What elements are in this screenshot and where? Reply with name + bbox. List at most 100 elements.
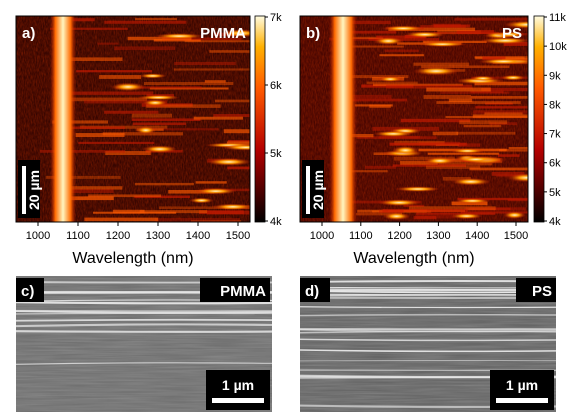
- x-axis-a-tick-label: 1200: [106, 230, 130, 242]
- heatmap-b-streak: [456, 132, 515, 135]
- heatmap-b-streak: [475, 106, 543, 108]
- heatmap-a-streak: [207, 211, 253, 215]
- scale-bar-d-label: 1 µm: [506, 377, 538, 393]
- heatmap-b-streak: [426, 166, 480, 169]
- colorbar-b-tick-label: 4k: [549, 216, 561, 228]
- colorbar-b-tick-label: 11k: [549, 12, 566, 24]
- heatmap-b-hotspot: [379, 76, 402, 81]
- heatmap-b-hotspot: [501, 75, 525, 81]
- colorbar-b: [534, 16, 544, 222]
- colorbar-b-tick-label: 5k: [549, 187, 561, 199]
- heatmap-b-hotspot: [450, 148, 485, 153]
- heatmap-a-streak: [215, 100, 260, 103]
- colorbar-b-tick-label: 9k: [549, 70, 561, 82]
- heatmap-b-streak: [498, 154, 520, 157]
- heatmap-b-hotspot: [382, 25, 424, 31]
- colorbar-b-tick-label: 6k: [549, 158, 561, 170]
- x-axis-b-tick-label: 1100: [349, 230, 373, 242]
- colorbar-b-tick-label: 8k: [549, 99, 561, 111]
- x-axis-b-label: Wavelength (nm): [353, 250, 474, 267]
- panel-c-material: PMMA: [220, 283, 266, 300]
- heatmap-a-streak: [104, 21, 186, 24]
- scale-bar-b-label: 20 µm: [310, 170, 326, 210]
- heatmap-b-streak: [464, 125, 502, 127]
- heatmap-b-streak: [426, 88, 490, 92]
- colorbar-a: [255, 16, 265, 222]
- colorbar-a-tick-label: 7k: [270, 12, 282, 24]
- heatmap-a-streak: [155, 218, 240, 222]
- heatmap-b-streak: [367, 82, 418, 84]
- heatmap-b-streak: [413, 63, 469, 66]
- heatmap-a-hotspot: [142, 145, 178, 153]
- colorbar-a-tick-label: 5k: [270, 148, 282, 160]
- x-axis-b-tick-label: 1500: [504, 230, 528, 242]
- heatmap-b-streak: [424, 95, 471, 99]
- heatmap-b-streak: [352, 46, 404, 48]
- heatmap-a-streak: [76, 70, 152, 72]
- colorbar-b-tick-label: 10k: [549, 41, 567, 53]
- heatmap-a-streak: [99, 75, 141, 79]
- heatmap-b-hotspot: [455, 198, 491, 203]
- heatmap-b-streak: [414, 216, 437, 219]
- heatmap-a-hotspot: [207, 158, 252, 166]
- panel-b-material: PS: [502, 25, 522, 42]
- heatmap-b-streak: [469, 168, 558, 171]
- heatmap-b-hotspot: [383, 212, 410, 220]
- scale-bar-d: [496, 398, 548, 403]
- x-axis-b-tick-label: 1200: [387, 230, 411, 242]
- x-axis-a-tick-label: 1100: [66, 230, 90, 242]
- scale-bar-c: [212, 398, 264, 403]
- heatmap-b-hotspot: [373, 37, 403, 45]
- heatmap-b-streak: [433, 132, 458, 136]
- x-axis-a-tick-label: 1000: [26, 230, 50, 242]
- heatmap-b-streak: [389, 143, 466, 146]
- heatmap-b-streak: [385, 50, 419, 52]
- panel-a-material: PMMA: [200, 25, 246, 42]
- panel-b-label: b): [306, 25, 320, 42]
- heatmap-a-streak: [84, 218, 158, 222]
- heatmap-a-hotspot: [139, 73, 167, 78]
- heatmap-a-streak: [144, 82, 233, 85]
- heatmap-b-streak: [369, 105, 391, 108]
- heatmap-b-hotspot: [378, 199, 421, 206]
- heatmap-a-hotspot: [110, 83, 145, 92]
- heatmap-b-streak: [365, 166, 396, 169]
- heatmap-a-streak: [69, 92, 153, 95]
- heatmap-b-streak: [485, 112, 523, 114]
- heatmap-b-hotspot: [392, 146, 419, 155]
- heatmap-b-hotspot: [413, 67, 459, 76]
- heatmap-b-hotspot: [424, 157, 455, 164]
- heatmap-b-streak: [455, 18, 539, 21]
- heatmap-b-hotspot: [418, 41, 466, 46]
- heatmap-b-streak: [434, 24, 470, 27]
- panel-a-label: a): [22, 25, 35, 42]
- x-axis-a-label: Wavelength (nm): [72, 250, 193, 267]
- heatmap-a-hotspot: [195, 188, 237, 195]
- heatmap-a-streak: [135, 18, 177, 20]
- laser-line-a: [50, 16, 76, 222]
- laser-line-b: [329, 16, 357, 222]
- heatmap-a-streak: [71, 189, 114, 193]
- heatmap-b-streak: [445, 116, 531, 118]
- heatmap-b-streak: [459, 120, 507, 124]
- heatmap-a-streak: [174, 62, 235, 65]
- x-axis-b-tick-label: 1400: [465, 230, 489, 242]
- heatmap-b-hotspot: [451, 178, 491, 185]
- heatmap-b-streak: [449, 99, 472, 102]
- heatmap-b-hotspot: [451, 213, 483, 219]
- panel-c: c) PMMA 1 µm: [16, 276, 272, 412]
- heatmap-a-streak: [76, 133, 125, 137]
- sem-c-fiber: [16, 313, 272, 314]
- heatmap-a-streak: [194, 117, 243, 120]
- heatmap-a-hotspot: [137, 95, 180, 100]
- colorbar-a-tick-label: 6k: [270, 80, 282, 92]
- colorbar-a-tick-label: 4k: [270, 216, 282, 228]
- x-axis-a-tick-label: 1300: [146, 230, 170, 242]
- heatmap-a-streak: [135, 183, 194, 185]
- heatmap-a-hotspot: [154, 33, 204, 39]
